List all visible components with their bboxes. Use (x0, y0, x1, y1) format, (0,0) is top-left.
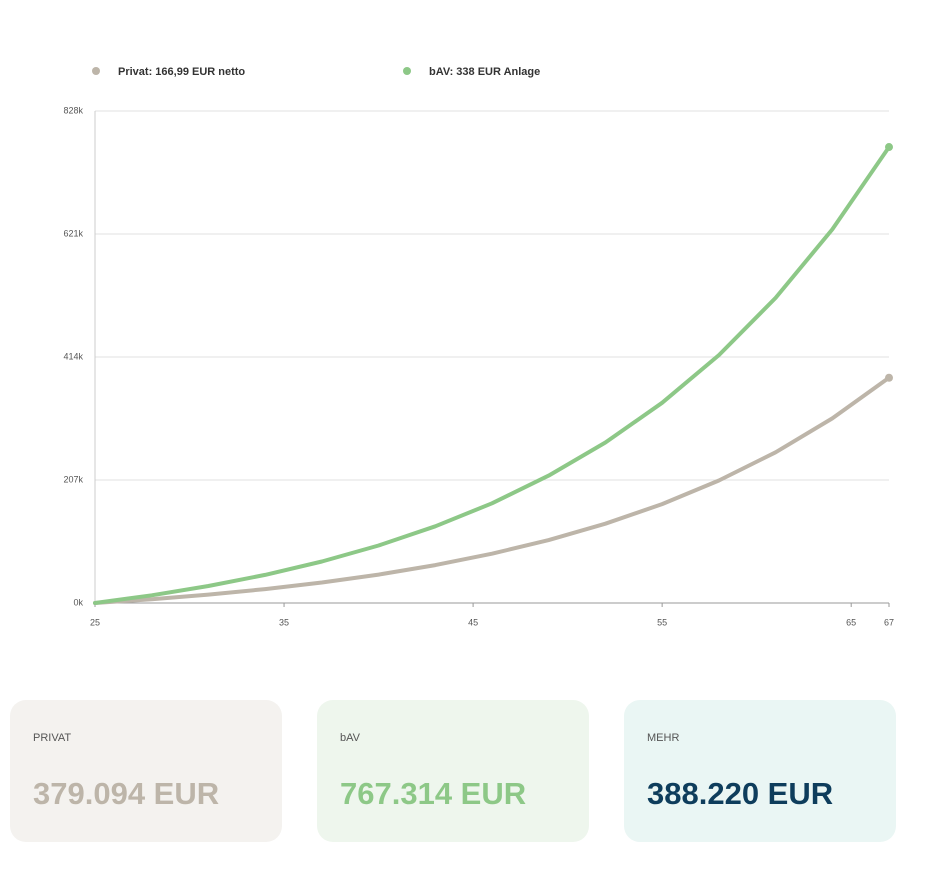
y-tick-label: 207k (63, 474, 83, 484)
x-tick-label: 45 (468, 617, 478, 627)
x-tick-label: 35 (279, 617, 289, 627)
legend-label: Privat: 166,99 EUR netto (118, 66, 245, 78)
card-label: MEHR (647, 732, 680, 744)
end-point (885, 373, 893, 382)
summary-card: bAV 767.314 EUR (317, 700, 589, 842)
x-tick-label: 55 (657, 617, 667, 627)
legend-marker (403, 67, 411, 75)
card-value: 379.094 EUR (33, 776, 220, 811)
summary-card: MEHR 388.220 EUR (624, 700, 896, 842)
legend-marker (92, 67, 100, 75)
y-tick-label: 0k (73, 597, 83, 607)
card-label: bAV (340, 732, 360, 744)
chart: 0k 207k 414k 621k 828k 25 35 45 55 65 67 Privat: 16… (63, 66, 894, 627)
line (93, 145, 891, 605)
card-value: 388.220 EUR (647, 776, 834, 811)
legend-label: bAV: 338 EUR Anlage (429, 66, 540, 78)
summary-card: PRIVAT 379.094 EUR (10, 700, 282, 842)
y-tick-label: 414k (63, 351, 83, 361)
x-tick-label: 67 (884, 617, 894, 627)
x-tick-label: 25 (90, 617, 100, 627)
cards: PRIVAT 379.094 EUR bAV 767.314 EUR MEHR 388.2… (10, 700, 896, 842)
card-value: 767.314 EUR (340, 776, 527, 811)
x-tick-label: 65 (846, 617, 856, 627)
end-point (885, 143, 893, 152)
y-tick-label: 828k (63, 105, 83, 115)
y-tick-label: 621k (63, 228, 83, 238)
card-label: PRIVAT (33, 732, 72, 744)
line (93, 375, 891, 605)
